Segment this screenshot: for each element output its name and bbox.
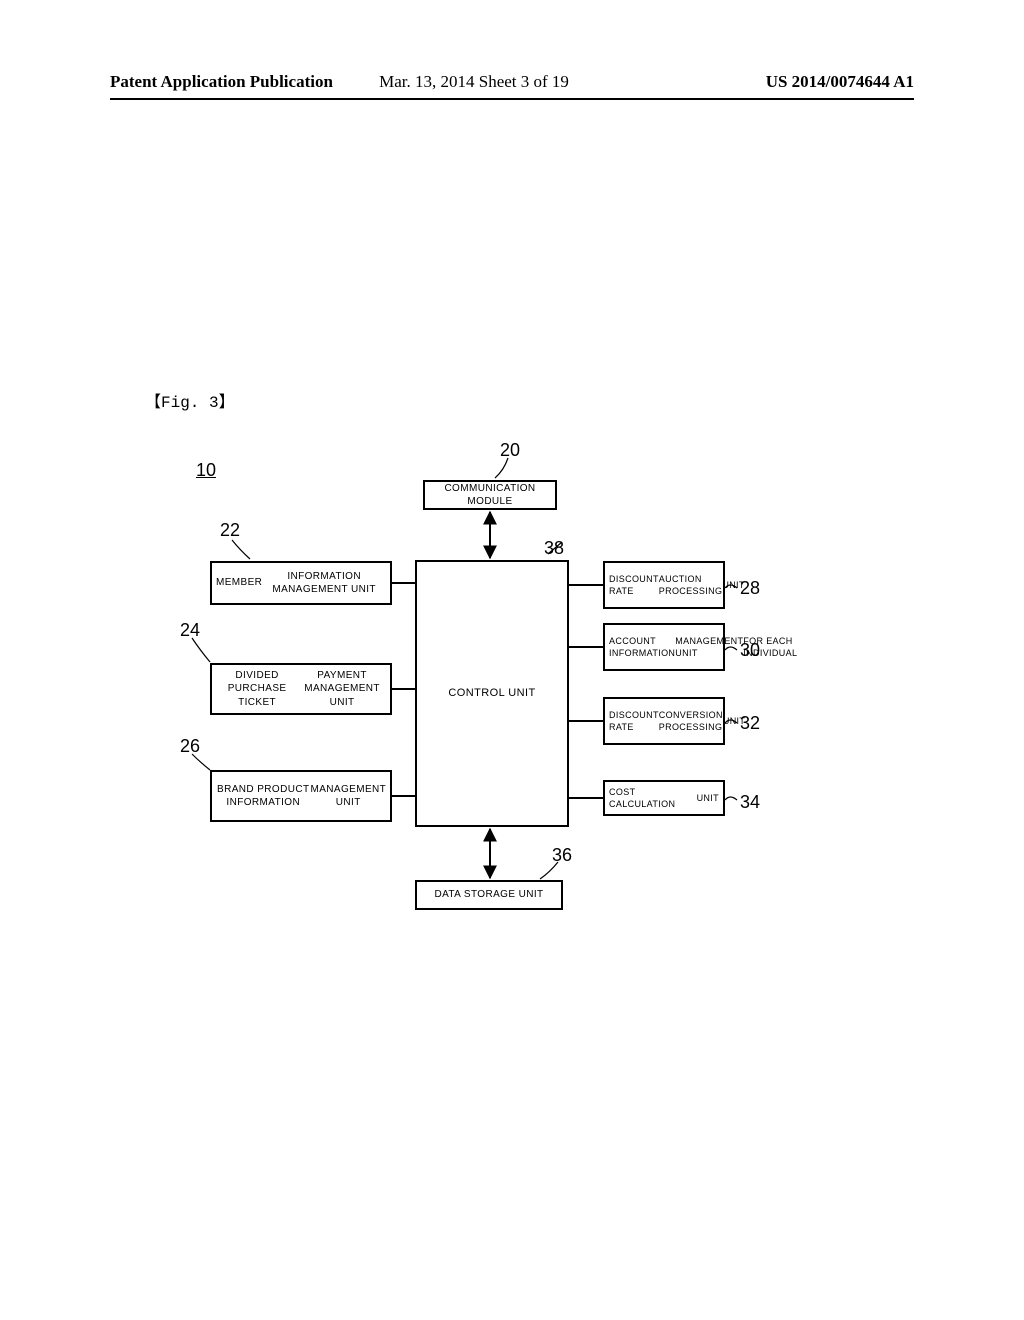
box-discount-auction: DISCOUNT RATEAUCTION PROCESSINGUNIT [603, 561, 725, 609]
ref-10: 10 [196, 460, 216, 481]
ref-32: 32 [740, 713, 760, 734]
box-divided-ticket: DIVIDED PURCHASE TICKETPAYMENT MANAGEMEN… [210, 663, 392, 715]
box-comm-module: COMMUNICATION MODULE [423, 480, 557, 510]
ref-36: 36 [552, 845, 572, 866]
ref-24: 24 [180, 620, 200, 641]
box-data-storage: DATA STORAGE UNIT [415, 880, 563, 910]
ref-28: 28 [740, 578, 760, 599]
box-brand-info: BRAND PRODUCT INFORMATIONMANAGEMENT UNIT [210, 770, 392, 822]
box-member-mgmt: MEMBERINFORMATION MANAGEMENT UNIT [210, 561, 392, 605]
ref-30: 30 [740, 640, 760, 661]
box-cost-calc: COST CALCULATIONUNIT [603, 780, 725, 816]
ref-38: 38 [544, 538, 564, 559]
ref-22: 22 [220, 520, 240, 541]
ref-20: 20 [500, 440, 520, 461]
box-control-unit: CONTROL UNIT [415, 560, 569, 827]
box-account-info: ACCOUNT INFORMATIONMANAGEMENT UNITFOR EA… [603, 623, 725, 671]
block-diagram: COMMUNICATION MODULE CONTROL UNIT MEMBER… [0, 0, 1024, 1320]
page: Patent Application Publication Mar. 13, … [0, 0, 1024, 1320]
ref-26: 26 [180, 736, 200, 757]
box-discount-conv: DISCOUNT RATECONVERSION PROCESSINGUNIT [603, 697, 725, 745]
ref-34: 34 [740, 792, 760, 813]
